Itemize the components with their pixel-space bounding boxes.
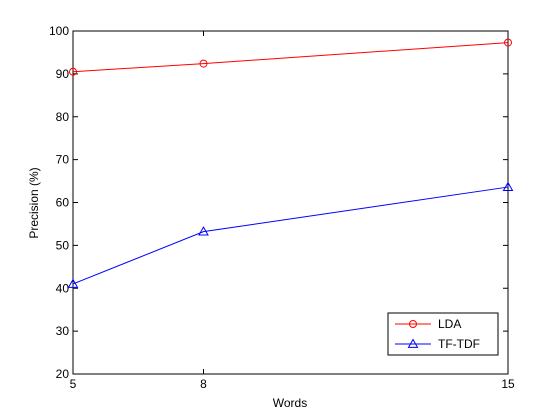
x-tick-label: 5 xyxy=(70,377,77,391)
y-tick-label: 20 xyxy=(56,367,70,381)
legend-marker-lda xyxy=(409,320,417,328)
y-tick-label: 70 xyxy=(56,153,70,167)
data-point-tf-tdf xyxy=(198,226,209,236)
x-axis-label: Words xyxy=(273,396,307,410)
data-point-lda xyxy=(69,67,77,76)
y-tick-label: 40 xyxy=(56,281,70,295)
y-tick-label: 30 xyxy=(56,324,70,338)
x-tick-label: 8 xyxy=(200,377,207,391)
legend: LDA TF-TDF xyxy=(387,312,499,356)
legend-label-tf-tdf: TF-TDF xyxy=(438,337,480,351)
series-line-tf-tdf xyxy=(72,186,509,285)
data-point-tf-tdf xyxy=(502,181,514,191)
legend-label-lda: LDA xyxy=(438,317,461,331)
y-tick-label: 50 xyxy=(56,238,70,252)
data-point-tf-tdf xyxy=(67,278,79,288)
y-tick-label: 100 xyxy=(49,24,69,38)
y-tick-label: 90 xyxy=(56,67,70,81)
y-axis: 20 30 40 50 60 70 80 90 100 xyxy=(49,24,508,381)
data-point-lda xyxy=(199,59,208,68)
x-tick-label: 15 xyxy=(501,377,515,391)
y-tick-label: 80 xyxy=(56,110,70,124)
data-point-lda xyxy=(504,38,512,47)
series-layer xyxy=(67,38,514,288)
y-tick-label: 60 xyxy=(56,196,70,210)
legend-marker-tf-tdf xyxy=(407,338,419,348)
legend-box xyxy=(387,312,499,356)
x-axis: 5 8 15 xyxy=(70,31,515,391)
y-axis-label: Precision (%) xyxy=(27,167,41,238)
series-line-lda xyxy=(72,42,509,73)
